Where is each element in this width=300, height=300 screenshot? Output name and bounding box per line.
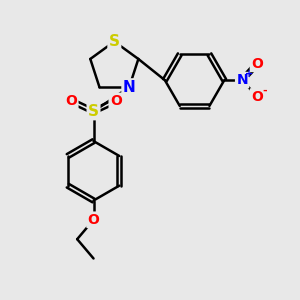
Text: O: O bbox=[251, 57, 263, 71]
Text: N: N bbox=[123, 80, 136, 95]
Text: O: O bbox=[251, 89, 263, 103]
Text: O: O bbox=[88, 213, 100, 227]
Text: -: - bbox=[262, 85, 267, 96]
Text: S: S bbox=[109, 34, 120, 49]
Text: S: S bbox=[88, 104, 99, 119]
Text: N: N bbox=[236, 73, 248, 87]
Text: O: O bbox=[65, 94, 77, 108]
Text: O: O bbox=[110, 94, 122, 108]
Text: +: + bbox=[244, 69, 253, 79]
